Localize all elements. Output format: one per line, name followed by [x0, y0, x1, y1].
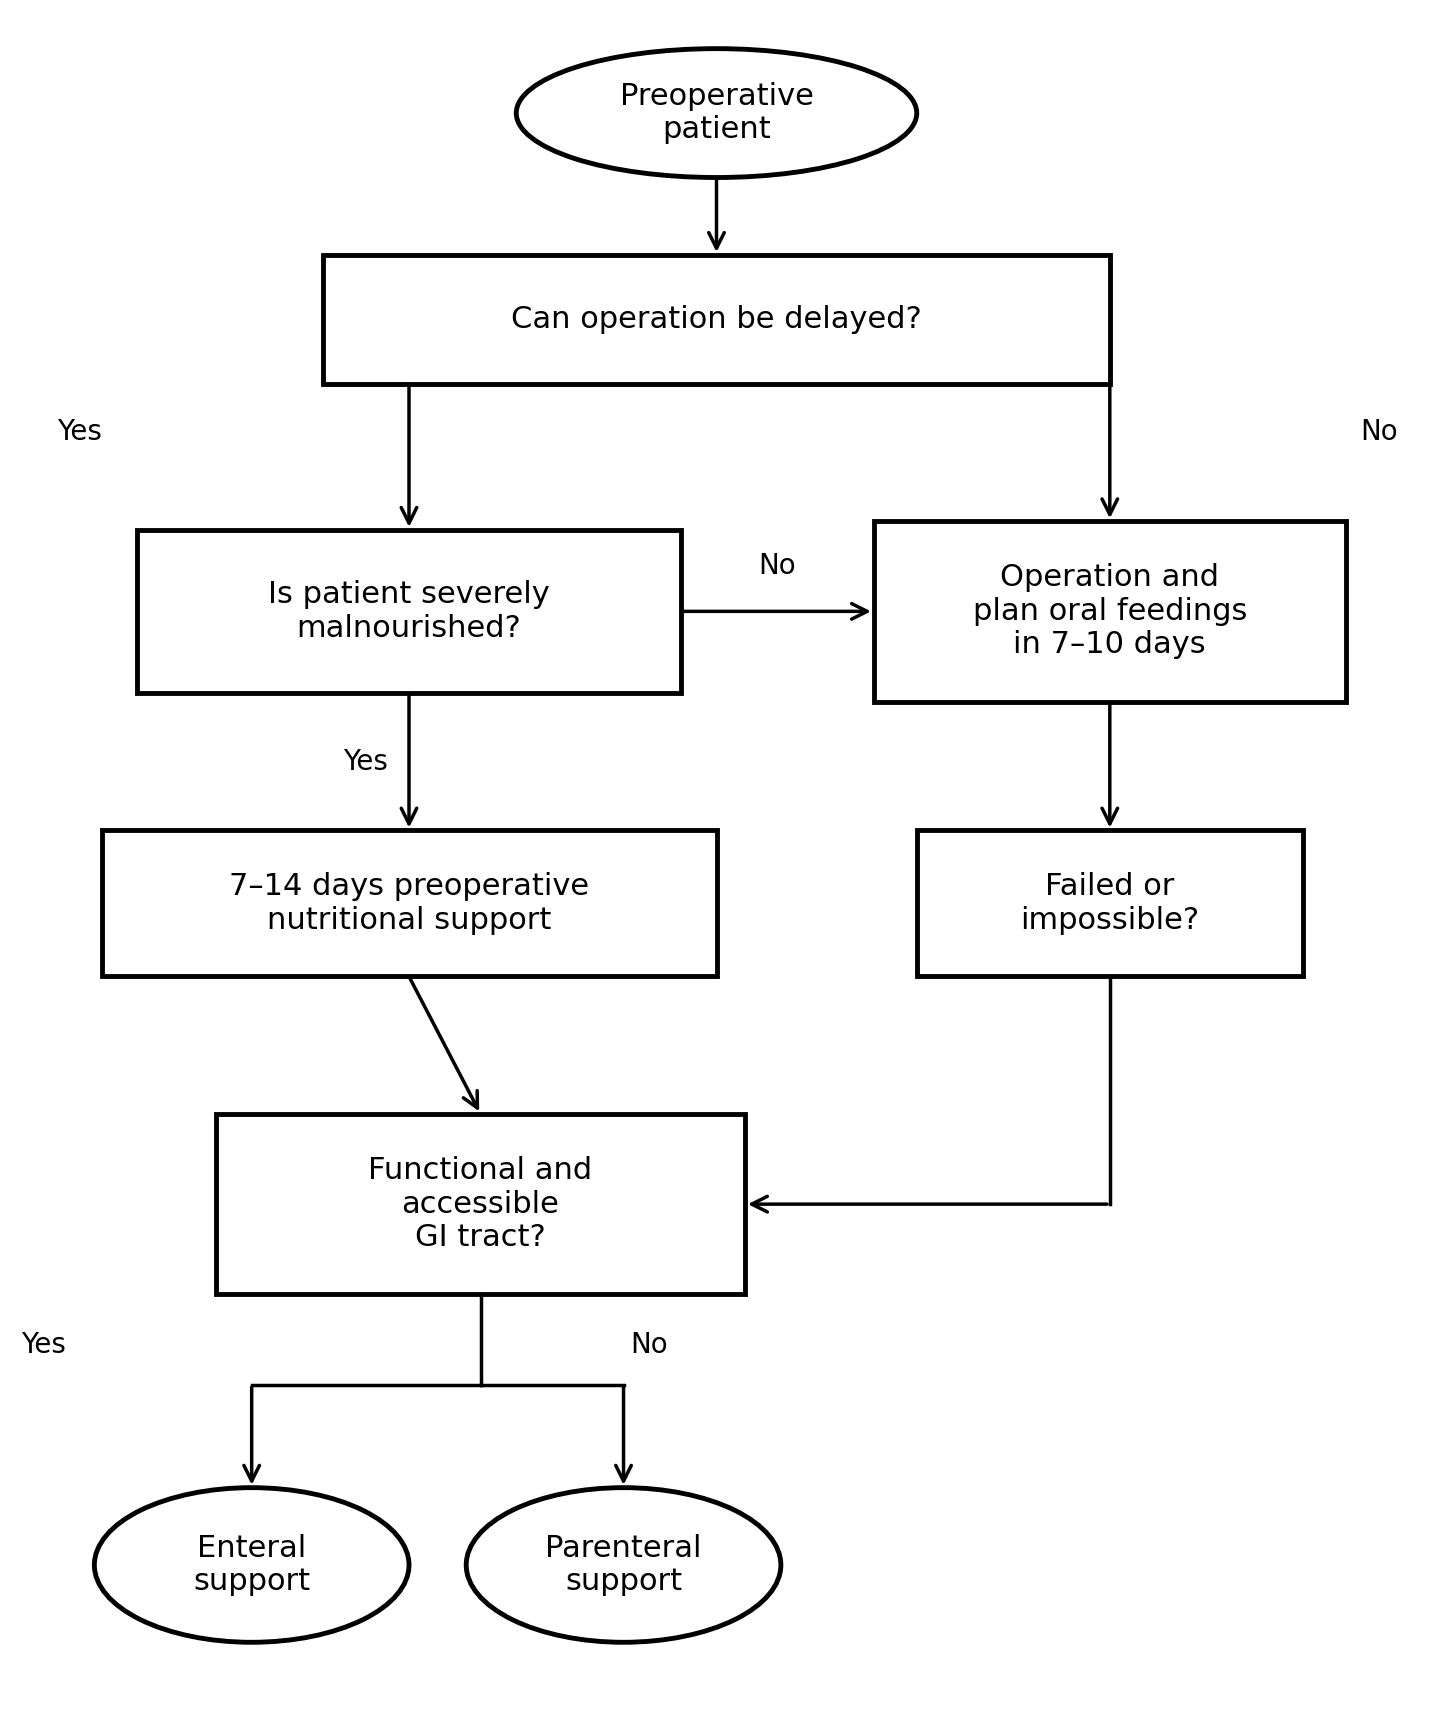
Text: Yes: Yes	[57, 418, 102, 446]
Ellipse shape	[466, 1487, 781, 1642]
Text: No: No	[1360, 418, 1397, 446]
FancyBboxPatch shape	[216, 1113, 745, 1294]
Text: Is patient severely
malnourished?: Is patient severely malnourished?	[268, 580, 550, 642]
FancyBboxPatch shape	[324, 255, 1109, 384]
Text: Yes: Yes	[342, 747, 387, 776]
Text: Can operation be delayed?: Can operation be delayed?	[512, 305, 921, 334]
Text: No: No	[631, 1330, 668, 1360]
Text: Enteral
support: Enteral support	[193, 1533, 310, 1597]
Ellipse shape	[516, 48, 917, 177]
Text: Operation and
plan oral feedings
in 7–10 days: Operation and plan oral feedings in 7–10…	[973, 563, 1247, 659]
FancyBboxPatch shape	[138, 530, 681, 694]
Text: Parenteral
support: Parenteral support	[546, 1533, 702, 1597]
Text: Failed or
impossible?: Failed or impossible?	[1020, 873, 1199, 935]
Text: Preoperative
patient: Preoperative patient	[619, 83, 814, 145]
Ellipse shape	[95, 1487, 408, 1642]
Text: Yes: Yes	[21, 1330, 66, 1360]
Text: 7–14 days preoperative
nutritional support: 7–14 days preoperative nutritional suppo…	[229, 873, 589, 935]
Text: No: No	[758, 552, 797, 580]
FancyBboxPatch shape	[917, 831, 1303, 976]
FancyBboxPatch shape	[874, 521, 1346, 702]
Text: Functional and
accessible
GI tract?: Functional and accessible GI tract?	[368, 1157, 593, 1253]
FancyBboxPatch shape	[102, 831, 716, 976]
